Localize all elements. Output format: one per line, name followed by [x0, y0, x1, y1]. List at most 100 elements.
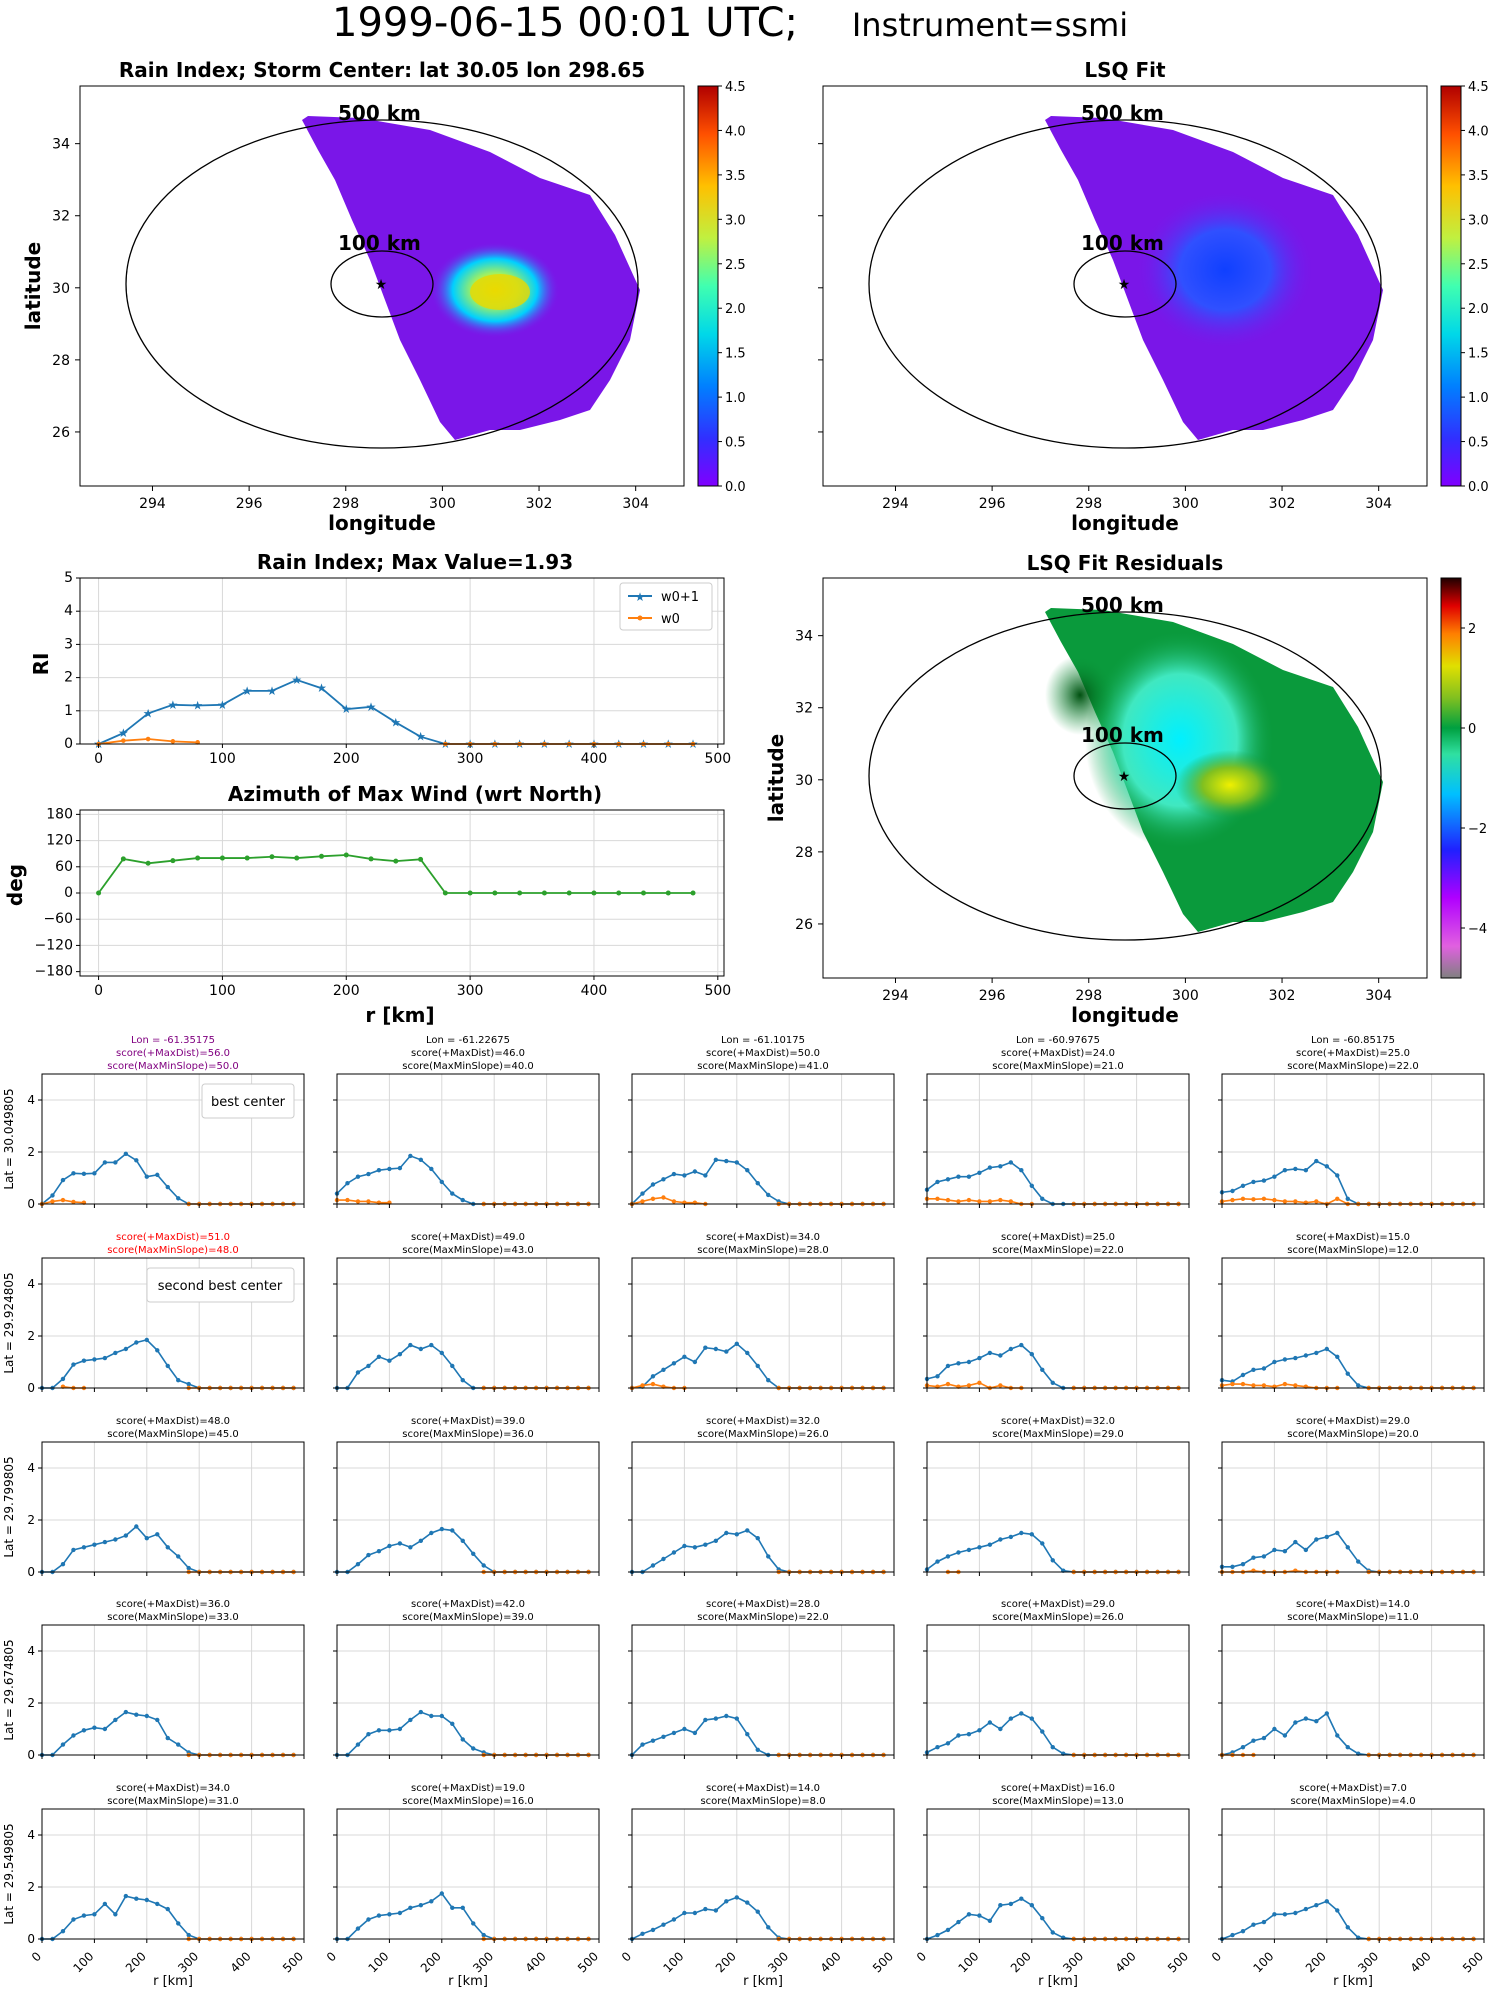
- az-plot-azimuth-point: [616, 890, 622, 896]
- panel-blue-point: [113, 1537, 118, 1542]
- panel-area: [927, 1809, 1189, 1939]
- panel-blue-point: [1303, 1168, 1309, 1173]
- panel-xtick-label: 500: [280, 1949, 306, 1975]
- panel-ytick-label: 4: [27, 1644, 35, 1658]
- panel-blue-point: [71, 1733, 76, 1738]
- panel-orange-point: [945, 1381, 951, 1387]
- az-plot-azimuth-point: [120, 856, 126, 862]
- panel-r2-c4: score(+MaxDist)=25.0 score(MaxMinSlope)=2…: [923, 1232, 1190, 1392]
- panel-r4-c1: 0 2 4 score(+MaxDist)=36.0 score(MaxMinSlope…: [2, 1599, 305, 1762]
- panel-blue-point: [60, 1929, 66, 1934]
- panel-xtick-label: 500: [1460, 1949, 1486, 1975]
- panel-frame: [41, 1624, 305, 1756]
- panel-score-maxminslope: score(MaxMinSlope)=43.0: [402, 1245, 533, 1256]
- panel-blue-point: [650, 1738, 656, 1743]
- panel-blue-point: [998, 1903, 1003, 1908]
- rain-colorbar-tick-label: 0.0: [725, 480, 746, 495]
- label-500km: 500 km: [338, 101, 421, 125]
- panel-lat-label: Lat = 29.549805: [2, 1823, 16, 1924]
- panel-frame: [926, 1257, 1190, 1389]
- panel-score-maxminslope: score(MaxMinSlope)=48.0: [107, 1245, 238, 1256]
- panel-blue-point: [1050, 1558, 1055, 1563]
- panel-blue-point: [1019, 1711, 1024, 1716]
- panel-r4-c4: score(+MaxDist)=29.0 score(MaxMinSlope)=2…: [923, 1599, 1190, 1759]
- panel-blue-point: [113, 1717, 118, 1723]
- panel-score-maxminslope: score(MaxMinSlope)=29.0: [992, 1429, 1123, 1440]
- lsq-map-xtick-label: 300: [1172, 496, 1199, 512]
- az-plot-azimuth-point: [418, 856, 424, 862]
- lsq-fit-map: ★ 500 km 100 km LSQ Fit longitude 294 296…: [818, 58, 1489, 535]
- panel-r5-c2: 0 100 200 300 400 500 score(+MaxDist)=19.0 scor…: [324, 1783, 601, 1989]
- panel-blue-point: [1261, 1366, 1267, 1371]
- panel-score-maxdist: score(+MaxDist)=29.0: [1001, 1599, 1115, 1610]
- panel-score-maxdist: score(+MaxDist)=19.0: [411, 1783, 525, 1794]
- panel-xtick-label: 200: [1303, 1949, 1329, 1975]
- panel-orange-point: [345, 1197, 350, 1203]
- ri-plot-w0-plus-1-point: ★: [366, 700, 377, 714]
- panel-lat-label: Lat = 30.049805: [2, 1088, 16, 1189]
- ri-title: Rain Index; Max Value=1.93: [257, 550, 573, 574]
- panel-blue-point: [745, 1168, 750, 1173]
- panel-blue-point: [966, 1547, 972, 1553]
- panel-blue-point: [713, 1908, 719, 1913]
- panel-blue-point: [1303, 1906, 1309, 1912]
- panel-area: [337, 1809, 599, 1939]
- panel-score-maxminslope: score(MaxMinSlope)=45.0: [107, 1429, 238, 1440]
- panel-blue-point: [956, 1919, 961, 1925]
- panel-orange-point: [366, 1199, 371, 1204]
- panel-orange-point: [977, 1380, 982, 1386]
- az-plot-azimuth-point: [665, 890, 671, 896]
- panel-blue-point: [176, 1921, 181, 1926]
- panel-blue-point: [429, 1166, 434, 1172]
- lsq-map-xtick-label: 294: [882, 496, 909, 512]
- panel-blue-point: [71, 1171, 76, 1176]
- panel-orange-point: [60, 1197, 66, 1203]
- panel-blue-point: [439, 1526, 444, 1532]
- panel-blue-point: [650, 1374, 656, 1379]
- ri-plot-xtick-label: 100: [209, 751, 236, 767]
- rain-colorbar-tick-label: 4.0: [725, 124, 746, 139]
- panel-blue-point: [734, 1341, 739, 1347]
- panel-score-maxminslope: score(MaxMinSlope)=40.0: [402, 1061, 533, 1072]
- panel-blue-point: [945, 1741, 951, 1746]
- panel-blue-point: [1240, 1183, 1246, 1189]
- panel-blue-point: [450, 1528, 455, 1533]
- resid-ring-500km: [868, 611, 1382, 941]
- panel-blue-point: [1303, 1353, 1309, 1358]
- panel-blue-point: [81, 1545, 87, 1550]
- panel-xtick-label: 0: [1209, 1949, 1224, 1964]
- ri-plot-w0-point: [195, 740, 200, 745]
- panel-blue-point: [1324, 1164, 1330, 1169]
- panel-blue-point: [176, 1554, 181, 1559]
- panel-orange-point: [935, 1196, 940, 1202]
- panel-blue-point: [460, 1378, 465, 1383]
- panel-ytick-label: 4: [27, 1093, 35, 1107]
- panel-orange-line: [926, 1381, 1022, 1389]
- lsq-label-100km: 100 km: [1081, 231, 1164, 255]
- panel-blue-point: [1240, 1745, 1246, 1750]
- ri-plot-w0-plus-1-point: ★: [267, 684, 278, 698]
- panel-blue-point: [713, 1157, 719, 1163]
- panel-frame: [926, 1073, 1190, 1205]
- panel-blue-point: [935, 1374, 940, 1379]
- panel-blue-point: [481, 1932, 486, 1938]
- ri-legend: ★ w0+1 w0: [619, 582, 713, 631]
- panel-blue-point: [766, 1554, 771, 1559]
- resid-colorbar-tick-label: 0: [1468, 722, 1476, 737]
- lsq-map-xtick-label: 296: [979, 496, 1006, 512]
- panel-blue-point: [734, 1716, 739, 1721]
- az-plot-ytick-label: 0: [64, 885, 73, 901]
- panel-blue-point: [460, 1197, 465, 1203]
- panel-blue-point: [355, 1926, 361, 1931]
- lsq-colorbar-tick-label: 1.5: [1468, 347, 1489, 362]
- panel-blue-point: [977, 1913, 982, 1918]
- panel-r5-c1: 0 2 4 0 100 200 300 400 500 score(+MaxDist)=34.0 s…: [2, 1783, 306, 1989]
- panel-blue-point: [966, 1732, 972, 1737]
- panel-blue-point: [682, 1726, 687, 1732]
- panel-blue-point: [113, 1160, 118, 1165]
- panel-blue-point: [50, 1193, 55, 1198]
- panel-blue-point: [176, 1378, 181, 1383]
- panel-blue-point: [1314, 1903, 1319, 1908]
- rain-map-xtick-label: 296: [236, 496, 263, 512]
- panel-blue-point: [155, 1532, 160, 1537]
